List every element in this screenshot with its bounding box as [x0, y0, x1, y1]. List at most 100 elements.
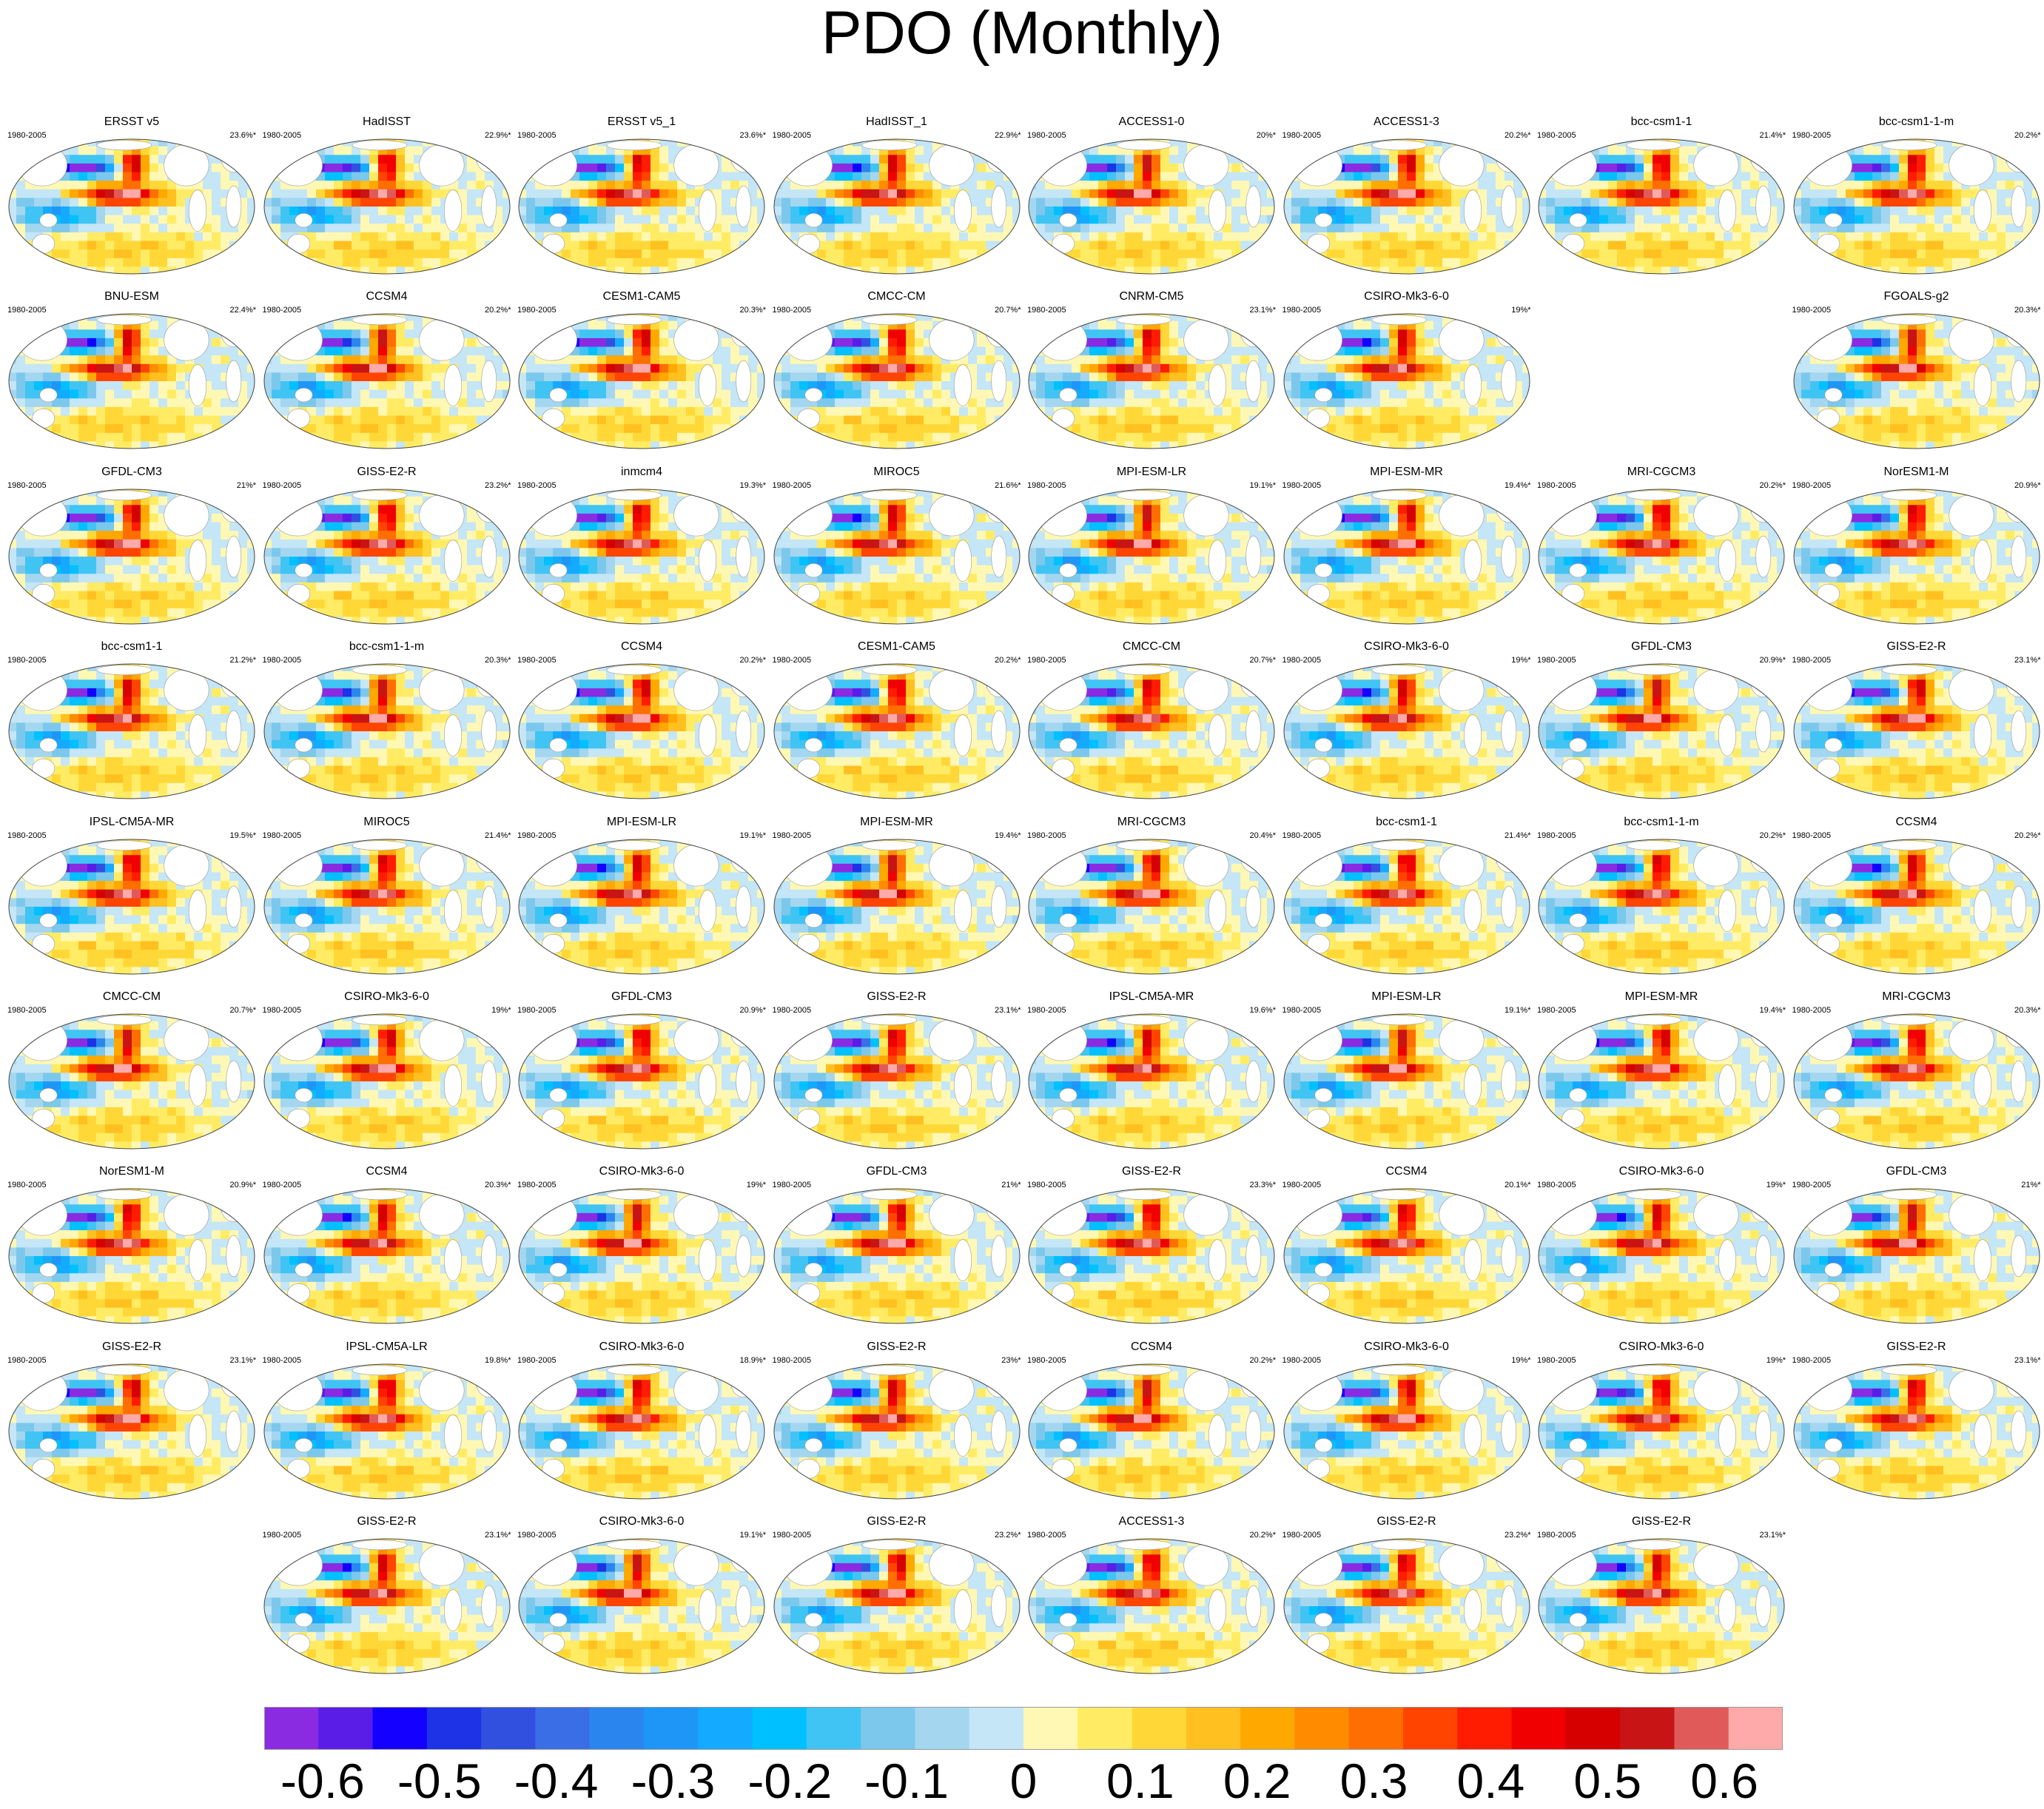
- pdo-map: [1537, 662, 1786, 800]
- pdo-map: [7, 1013, 256, 1150]
- panel-title: FGOALS-g2: [1791, 290, 2043, 303]
- pdo-map: [7, 662, 256, 800]
- panel-title: bcc-csm1-1: [6, 640, 258, 654]
- panel-title: MRI-CGCM3: [1791, 990, 2043, 1004]
- pdo-map: [1537, 838, 1786, 976]
- panel-title: CCSM4: [1791, 816, 2043, 829]
- pdo-map: [1792, 1363, 2041, 1500]
- colorbar-swatch: [1294, 1707, 1349, 1750]
- pdo-map: [1537, 488, 1786, 625]
- panel-title: MPI-ESM-LR: [516, 816, 767, 829]
- pdo-map: [1282, 1187, 1531, 1325]
- pdo-map: [1027, 312, 1276, 450]
- colorbar-swatch: [1566, 1707, 1621, 1750]
- pdo-map: [7, 312, 256, 450]
- pdo-map: [773, 662, 1021, 800]
- pdo-map: [1792, 1013, 2041, 1150]
- colorbar-swatch: [753, 1707, 807, 1750]
- panel-title: MIROC5: [771, 466, 1023, 479]
- panel-title: CNRM-CM5: [1026, 290, 1277, 303]
- panel-title: GFDL-CM3: [771, 1165, 1023, 1178]
- panel-title: GISS-E2-R: [261, 466, 513, 479]
- panel-title: inmcm4: [516, 466, 767, 479]
- pdo-map: [517, 1187, 766, 1325]
- panel-title: MPI-ESM-MR: [771, 816, 1023, 829]
- panel-title: GISS-E2-R: [1536, 1515, 1787, 1528]
- pdo-map: [1282, 838, 1531, 976]
- panel-title: HadISST: [261, 115, 513, 129]
- panel-title: GISS-E2-R: [1791, 640, 2043, 654]
- panel-title: GFDL-CM3: [1791, 1165, 2043, 1178]
- panel-title: GISS-E2-R: [771, 990, 1023, 1004]
- pdo-map: [517, 1013, 766, 1150]
- pdo-map: [773, 1013, 1021, 1150]
- panel-title: MPI-ESM-MR: [1536, 990, 1787, 1004]
- colorbar-swatch: [1674, 1707, 1729, 1750]
- pdo-map: [263, 662, 511, 800]
- panel-title: MPI-ESM-MR: [1281, 466, 1533, 479]
- pdo-map: [1027, 1187, 1276, 1325]
- pdo-map: [263, 1013, 511, 1150]
- colorbar-swatch: [1349, 1707, 1404, 1750]
- colorbar-swatch: [969, 1707, 1024, 1750]
- pdo-map: [1027, 488, 1276, 625]
- pdo-map: [517, 838, 766, 976]
- pdo-map: [517, 1363, 766, 1500]
- pdo-map: [1792, 662, 2041, 800]
- panel-title: CSIRO-Mk3-6-0: [1281, 1340, 1533, 1354]
- pdo-map: [773, 312, 1021, 450]
- pdo-map: [263, 1363, 511, 1500]
- pdo-map: [7, 838, 256, 976]
- pdo-map: [1027, 1363, 1276, 1500]
- panel-title: MRI-CGCM3: [1026, 816, 1277, 829]
- panel-title: GFDL-CM3: [516, 990, 767, 1004]
- pdo-map: [1537, 1187, 1786, 1325]
- pdo-map: [1792, 1187, 2041, 1325]
- panel-title: ERSST v5_1: [516, 115, 767, 129]
- panel-title: GISS-E2-R: [1281, 1515, 1533, 1528]
- colorbar-swatch: [1729, 1707, 1783, 1750]
- panel-title: MPI-ESM-LR: [1281, 990, 1533, 1004]
- panel-title: CCSM4: [261, 290, 513, 303]
- pdo-map: [263, 1537, 511, 1675]
- panel-title: GISS-E2-R: [6, 1340, 258, 1354]
- panel-title: MRI-CGCM3: [1536, 466, 1787, 479]
- panel-title: bcc-csm1-1: [1281, 816, 1533, 829]
- pdo-map: [1027, 838, 1276, 976]
- pdo-map: [1792, 138, 2041, 275]
- panel-title: ACCESS1-3: [1026, 1515, 1277, 1528]
- panel-title: GISS-E2-R: [1791, 1340, 2043, 1354]
- panel-title: CMCC-CM: [1026, 640, 1277, 654]
